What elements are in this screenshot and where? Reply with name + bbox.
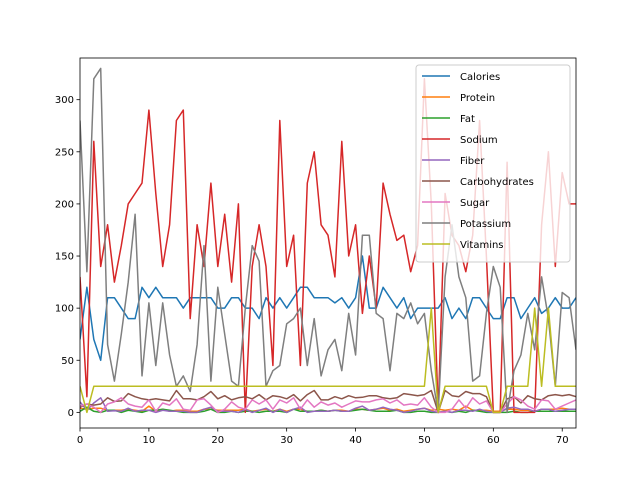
y-axis: 0 50 100 150 200 250 300 — [55, 95, 80, 419]
x-tick-label: 10 — [143, 435, 156, 446]
y-tick-label: 150 — [55, 252, 74, 263]
y-tick-label: 200 — [55, 199, 74, 210]
legend-label: Fiber — [460, 156, 485, 167]
y-tick-label: 100 — [55, 304, 74, 315]
legend-label: Vitamins — [460, 240, 504, 251]
legend: Calories Protein Fat Sodium Fiber Carbohydrat… — [415, 64, 571, 263]
legend-label: Carbohydrates — [460, 177, 534, 188]
legend-label: Fat — [460, 114, 475, 125]
legend-label: Protein — [460, 93, 495, 104]
plot-frame — [79, 57, 577, 429]
x-tick-label: 30 — [280, 435, 293, 446]
x-axis: 0 10 20 30 40 50 60 70 — [77, 428, 569, 446]
series-line-calories — [80, 255, 576, 362]
legend-label: Potassium — [460, 219, 511, 230]
legend-box — [415, 64, 571, 263]
x-tick-label: 60 — [487, 435, 500, 446]
y-tick-label: 250 — [55, 147, 74, 158]
legend-label: Sodium — [460, 135, 498, 146]
series-line-vitamins — [80, 307, 576, 414]
y-tick-label: 0 — [68, 408, 74, 419]
y-tick-label: 50 — [61, 356, 74, 367]
x-tick-label: 0 — [77, 435, 83, 446]
y-tick-label: 300 — [55, 95, 74, 106]
x-tick-label: 50 — [418, 435, 431, 446]
x-tick-label: 40 — [349, 435, 362, 446]
legend-label: Sugar — [460, 198, 490, 209]
x-tick-label: 20 — [211, 435, 224, 446]
series-line-potassium — [80, 67, 576, 414]
legend-label: Calories — [460, 72, 500, 83]
series-layer — [80, 67, 576, 414]
x-tick-label: 70 — [556, 435, 569, 446]
